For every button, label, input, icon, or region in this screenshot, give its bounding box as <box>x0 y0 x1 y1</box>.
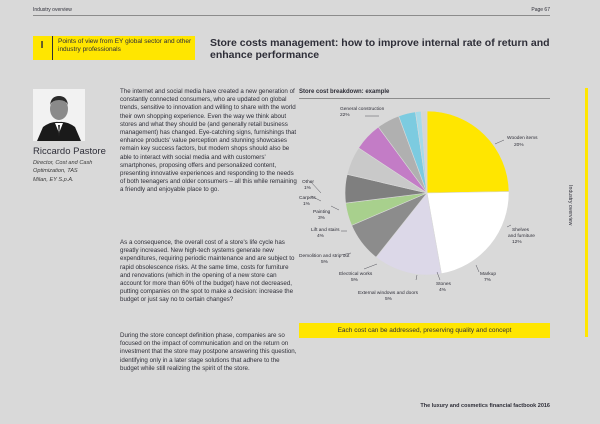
pie-value-other: 1% <box>304 185 312 191</box>
pie-slice-wooden-items <box>426 191 510 275</box>
pie-label-markup: Markup <box>480 271 496 277</box>
pie-label-electrical-works: Electrical works <box>339 271 373 277</box>
pie-label-shelves-2: and furniture <box>508 233 535 239</box>
author-role: Director, Cost and Cash Optimization, TA… <box>33 159 111 184</box>
pie-value-lift-stairs: 4% <box>317 233 325 239</box>
author-role-line: Milan, EY S.p.A. <box>33 176 74 183</box>
pie-label-lift-stairs: Lift and stairs <box>311 227 340 233</box>
author-photo <box>33 89 85 141</box>
section-tag-text: Points of view from EY global sector and… <box>58 38 192 53</box>
pie-label-wooden-items: Wooden items <box>507 135 538 141</box>
pie-slice-other <box>420 110 428 194</box>
pie-value-carpets: 1% <box>303 201 311 207</box>
pie-label-demolition: Demolition and strip out <box>299 253 350 259</box>
body-paragraph-3: During the store concept definition phas… <box>120 332 297 372</box>
pie-label-stones: Stones <box>436 281 452 287</box>
pie-chart: General construction 22% Wooden items 20… <box>299 106 538 302</box>
pie-slice-general-construction <box>426 110 510 194</box>
section-separator <box>52 36 53 60</box>
pie-value-markup: 7% <box>484 277 492 283</box>
pie-value-electrical-works: 5% <box>351 277 359 283</box>
callout-banner: Each cost can be addressed, preserving q… <box>299 323 550 338</box>
sidebar-section-label: Industry overview <box>567 185 573 226</box>
pie-value-shelves: 12% <box>512 239 522 245</box>
pie-label-shelves: Shelves <box>512 227 530 233</box>
pie-label-other: Other <box>302 179 314 185</box>
author-role-line: Director, Cost and Cash <box>33 160 93 166</box>
pie-value-wooden-items: 20% <box>514 142 524 148</box>
chart-title: Store cost breakdown: example <box>299 89 390 95</box>
pie-slice-shelves-and-furniture <box>375 192 442 276</box>
page-number: Page 67 <box>531 7 550 13</box>
footer-title: The luxury and cosmetics financial factb… <box>420 403 550 409</box>
body-paragraph-2: As a consequence, the overall cost of a … <box>120 239 295 304</box>
pie-value-external-windows: 5% <box>385 296 393 302</box>
header-section: Industry overview <box>33 7 72 13</box>
pie-value-stones: 4% <box>439 287 447 293</box>
author-role-line: Optimization, TAS <box>33 168 78 175</box>
pie-label-general-construction: General construction <box>340 106 385 112</box>
chart-title-divider <box>299 98 550 99</box>
pie-label-painting: Painting <box>313 209 331 215</box>
header-divider <box>33 15 550 16</box>
section-tag <box>33 36 195 60</box>
body-paragraph-1: The internet and social media have creat… <box>120 88 297 194</box>
section-number: I <box>33 36 51 60</box>
sidebar-accent-bar <box>585 88 588 337</box>
pie-value-general-construction: 22% <box>340 112 350 118</box>
pie-label-carpets: Carpets <box>299 195 316 201</box>
pie-value-painting: 3% <box>318 215 326 221</box>
page-title: Store costs management: how to improve i… <box>210 37 550 61</box>
author-name: Riccardo Pastore <box>33 146 106 157</box>
pie-label-external-windows: External windows and doors <box>358 290 419 296</box>
pie-value-demolition: 5% <box>321 259 329 265</box>
